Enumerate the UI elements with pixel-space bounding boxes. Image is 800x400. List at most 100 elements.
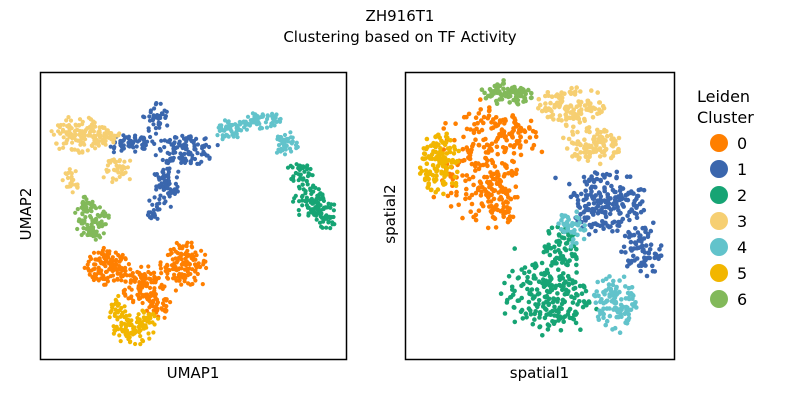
spatial-point-cluster-2 bbox=[545, 322, 551, 327]
spatial-point-cluster-1 bbox=[586, 232, 592, 237]
spatial-point-cluster-5 bbox=[429, 152, 435, 157]
spatial-point-cluster-5 bbox=[422, 176, 428, 181]
spatial-point-cluster-1 bbox=[613, 195, 618, 201]
umap-point-cluster-5 bbox=[115, 317, 120, 322]
umap-point-cluster-3 bbox=[57, 125, 62, 130]
umap-point-cluster-3 bbox=[117, 159, 122, 164]
umap-point-cluster-1 bbox=[156, 120, 161, 125]
umap-point-cluster-0 bbox=[146, 264, 151, 269]
umap-point-cluster-3 bbox=[72, 147, 77, 152]
spatial-point-cluster-2 bbox=[555, 296, 561, 302]
umap-point-cluster-0 bbox=[139, 264, 144, 269]
umap-point-cluster-1 bbox=[195, 151, 200, 156]
umap-point-cluster-1 bbox=[182, 160, 188, 165]
spatial-point-cluster-6 bbox=[501, 86, 506, 91]
spatial-point-cluster-3 bbox=[571, 90, 576, 96]
spatial-point-cluster-0 bbox=[448, 204, 454, 209]
legend-swatch bbox=[710, 160, 728, 178]
spatial-point-cluster-1 bbox=[611, 201, 616, 206]
spatial-point-cluster-3 bbox=[582, 150, 587, 155]
legend-label: 6 bbox=[737, 289, 748, 309]
spatial-point-cluster-2 bbox=[532, 311, 537, 317]
umap-point-cluster-3 bbox=[116, 133, 121, 138]
spatial-point-cluster-4 bbox=[610, 282, 616, 288]
legend-title: Leiden Cluster bbox=[697, 86, 754, 128]
spatial-point-cluster-6 bbox=[497, 97, 503, 102]
umap-point-cluster-2 bbox=[298, 172, 303, 177]
spatial-point-cluster-1 bbox=[571, 190, 577, 196]
spatial-point-cluster-4 bbox=[594, 289, 599, 294]
spatial-point-cluster-1 bbox=[568, 194, 574, 200]
umap-point-cluster-1 bbox=[152, 213, 157, 218]
spatial-point-cluster-1 bbox=[600, 172, 606, 178]
umap-point-cluster-2 bbox=[297, 212, 302, 217]
umap-point-cluster-0 bbox=[191, 257, 196, 262]
umap-point-cluster-4 bbox=[276, 143, 282, 148]
legend-swatch bbox=[710, 238, 728, 256]
umap-point-cluster-0 bbox=[129, 287, 134, 292]
umap-point-cluster-2 bbox=[324, 225, 329, 230]
spatial-point-cluster-2 bbox=[498, 291, 504, 297]
spatial-point-cluster-1 bbox=[647, 255, 652, 261]
spatial-point-cluster-2 bbox=[571, 312, 577, 318]
umap-point-cluster-0 bbox=[182, 279, 187, 284]
umap-point-cluster-0 bbox=[185, 240, 190, 245]
spatial-point-cluster-1 bbox=[641, 187, 647, 193]
spatial-point-cluster-0 bbox=[476, 129, 482, 135]
umap-point-cluster-0 bbox=[110, 273, 116, 278]
umap-point-cluster-1 bbox=[153, 131, 159, 136]
umap-point-cluster-1 bbox=[204, 153, 209, 158]
spatial-point-cluster-0 bbox=[504, 188, 510, 194]
spatial-point-cluster-3 bbox=[564, 123, 569, 129]
umap-point-cluster-4 bbox=[278, 135, 284, 140]
spatial-point-cluster-3 bbox=[566, 136, 572, 142]
spatial-point-cluster-2 bbox=[554, 255, 559, 261]
spatial-point-cluster-6 bbox=[528, 95, 534, 101]
spatial-point-cluster-2 bbox=[532, 265, 538, 271]
spatial-point-cluster-3 bbox=[563, 117, 569, 122]
spatial-point-cluster-3 bbox=[610, 153, 616, 159]
umap-point-cluster-3 bbox=[67, 128, 72, 133]
umap-point-cluster-4 bbox=[234, 126, 239, 131]
umap-point-cluster-5 bbox=[151, 330, 156, 335]
umap-point-cluster-4 bbox=[293, 143, 299, 148]
umap-point-cluster-1 bbox=[174, 135, 179, 140]
umap-point-cluster-2 bbox=[330, 222, 335, 227]
spatial-point-cluster-1 bbox=[652, 269, 658, 274]
umap-point-cluster-6 bbox=[101, 231, 106, 236]
spatial-point-cluster-3 bbox=[599, 109, 604, 114]
umap-point-cluster-0 bbox=[146, 269, 151, 275]
spatial-point-cluster-0 bbox=[510, 113, 516, 118]
spatial-point-cluster-2 bbox=[524, 315, 529, 320]
umap-point-cluster-5 bbox=[127, 313, 132, 318]
spatial-point-cluster-1 bbox=[637, 234, 642, 239]
legend-swatch bbox=[710, 264, 728, 282]
umap-point-cluster-3 bbox=[91, 135, 96, 140]
spatial-point-cluster-0 bbox=[484, 189, 489, 195]
umap-point-cluster-1 bbox=[190, 156, 195, 161]
umap-point-cluster-0 bbox=[184, 250, 189, 255]
umap-point-cluster-1 bbox=[152, 195, 157, 200]
umap-point-cluster-0 bbox=[175, 251, 180, 256]
umap-point-cluster-0 bbox=[178, 254, 183, 259]
spatial-point-cluster-1 bbox=[658, 243, 664, 248]
spatial-point-cluster-3 bbox=[610, 143, 616, 149]
spatial-point-cluster-1 bbox=[590, 177, 596, 183]
spatial-point-cluster-5 bbox=[424, 136, 430, 142]
spatial-point-cluster-3 bbox=[577, 120, 583, 125]
spatial-point-cluster-4 bbox=[617, 330, 623, 336]
spatial-point-cluster-3 bbox=[574, 146, 579, 152]
spatial-point-cluster-0 bbox=[487, 143, 492, 149]
spatial-point-cluster-3 bbox=[602, 127, 607, 133]
umap-point-cluster-3 bbox=[120, 164, 125, 169]
umap-point-cluster-1 bbox=[179, 160, 184, 165]
spatial-point-cluster-3 bbox=[569, 85, 574, 91]
legend-item-5: 5 bbox=[710, 261, 747, 285]
spatial-point-cluster-5 bbox=[439, 171, 444, 176]
spatial-point-cluster-3 bbox=[575, 141, 580, 147]
spatial-point-cluster-0 bbox=[490, 205, 495, 210]
umap-point-cluster-2 bbox=[305, 182, 310, 187]
umap-point-cluster-4 bbox=[294, 146, 299, 151]
umap-point-cluster-2 bbox=[325, 205, 330, 210]
umap-point-cluster-0 bbox=[192, 262, 198, 267]
